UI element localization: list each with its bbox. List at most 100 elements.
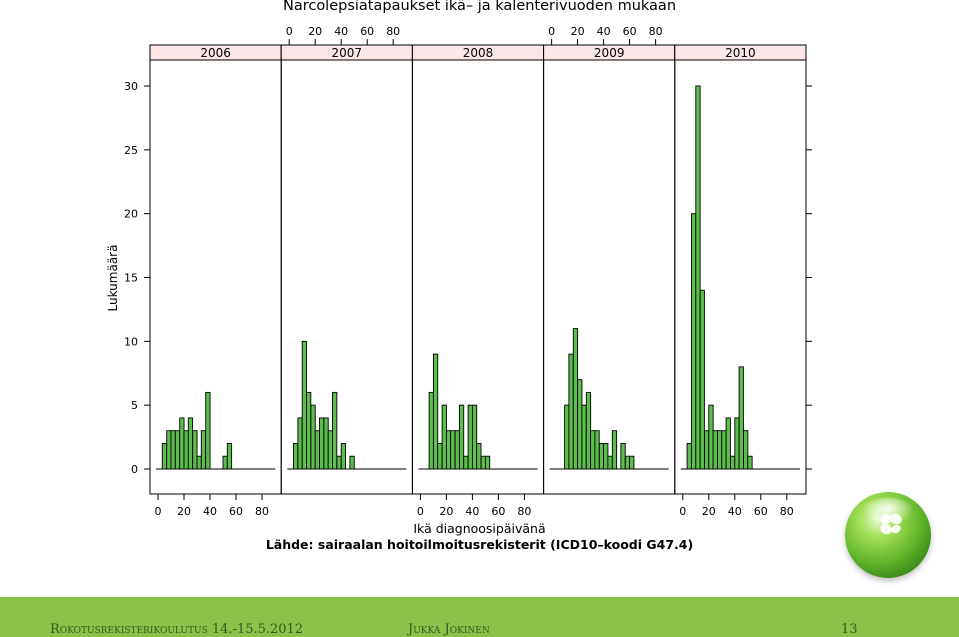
bar — [725, 417, 731, 470]
bar — [594, 430, 600, 470]
x-tick-label: 80 — [255, 505, 269, 518]
bar — [327, 430, 333, 470]
footer-bar — [0, 597, 959, 637]
bar — [174, 430, 181, 470]
x-tick-label: 0 — [679, 505, 686, 518]
bar — [577, 379, 583, 470]
bar — [301, 340, 307, 470]
bar — [310, 404, 316, 470]
y-tick-label: 25 — [124, 144, 138, 157]
x-tick-label: 0 — [155, 505, 162, 518]
strip-2010 — [674, 44, 807, 61]
y-tick-label: 20 — [124, 208, 138, 221]
bar — [205, 391, 211, 470]
bar — [629, 455, 635, 470]
bar — [620, 443, 626, 470]
strip-label-2006: 2006 — [200, 46, 231, 60]
bar — [564, 404, 570, 470]
bar — [166, 430, 172, 470]
x-tick-label: 60 — [754, 505, 768, 518]
x-tick-label: 40 — [728, 505, 742, 518]
source-note: Lähde: sairaalan hoitoilmoitusrekisterit… — [265, 537, 694, 552]
y-tick-label: 0 — [131, 463, 138, 476]
clover-icon — [880, 513, 902, 535]
bar — [568, 353, 574, 470]
x-tick-label: 0 — [548, 25, 555, 38]
bar — [428, 391, 434, 470]
bar — [349, 455, 355, 470]
bar — [704, 430, 710, 470]
bar — [293, 443, 299, 470]
bar — [484, 455, 491, 470]
bar — [306, 391, 312, 470]
bar — [458, 404, 465, 470]
bar — [467, 404, 473, 470]
x-tick-label: 60 — [491, 505, 505, 518]
bar — [179, 417, 185, 470]
x-axis-label: Ikä diagnoosipäivänä — [413, 521, 546, 536]
bar — [432, 353, 439, 470]
bar — [161, 443, 168, 470]
x-tick-label: 80 — [780, 505, 794, 518]
bar — [734, 417, 740, 470]
x-tick-label: 20 — [177, 505, 191, 518]
bar — [603, 443, 609, 470]
x-tick-label: 0 — [417, 505, 424, 518]
bar — [437, 443, 443, 470]
bar — [170, 430, 176, 470]
bar — [590, 430, 596, 470]
bar — [314, 430, 320, 470]
bar — [585, 391, 592, 470]
bar — [480, 455, 486, 470]
bar — [717, 430, 723, 470]
bar — [445, 430, 452, 470]
x-tick-label: 20 — [308, 25, 322, 38]
bar — [463, 455, 469, 470]
bar — [187, 417, 194, 470]
bar — [572, 328, 579, 470]
bar — [471, 404, 478, 470]
strip-label-2009: 2009 — [594, 46, 625, 60]
bar — [738, 366, 744, 470]
y-tick-label: 30 — [124, 80, 138, 93]
footer-author: Jukka Jokinen — [408, 622, 490, 637]
x-tick-label: 40 — [597, 25, 611, 38]
bar — [441, 404, 447, 470]
footer-page-number: 13 — [841, 622, 858, 637]
bar — [624, 455, 631, 470]
bar — [708, 404, 714, 470]
bar — [323, 417, 329, 470]
x-tick-label: 40 — [203, 505, 217, 518]
strip-label-2007: 2007 — [332, 46, 363, 60]
bar — [192, 430, 198, 470]
x-tick-label: 80 — [649, 25, 663, 38]
bar — [691, 213, 697, 470]
bar — [699, 289, 705, 470]
bar — [196, 455, 202, 470]
bar — [222, 455, 228, 470]
bar — [747, 455, 753, 470]
bar — [319, 417, 325, 470]
x-tick-label: 0 — [286, 25, 293, 38]
strip-label-2008: 2008 — [463, 46, 494, 60]
panel-frame-2006 — [149, 44, 282, 495]
x-tick-label: 80 — [386, 25, 400, 38]
x-tick-label: 20 — [439, 505, 453, 518]
bar — [607, 455, 613, 470]
bar — [450, 430, 456, 470]
bar — [454, 430, 460, 470]
bar — [730, 455, 736, 470]
bar — [581, 404, 587, 470]
x-tick-label: 20 — [571, 25, 585, 38]
y-tick-label: 10 — [124, 335, 138, 348]
x-tick-label: 80 — [517, 505, 531, 518]
bar — [721, 430, 727, 470]
chart-title: Narcolepsiatapaukset ikä– ja kalenterivu… — [282, 0, 677, 14]
bar — [743, 430, 749, 470]
x-tick-label: 60 — [360, 25, 374, 38]
bar — [686, 443, 692, 470]
x-tick-label: 60 — [229, 505, 243, 518]
y-tick-label: 5 — [131, 399, 138, 412]
bar — [336, 455, 342, 470]
